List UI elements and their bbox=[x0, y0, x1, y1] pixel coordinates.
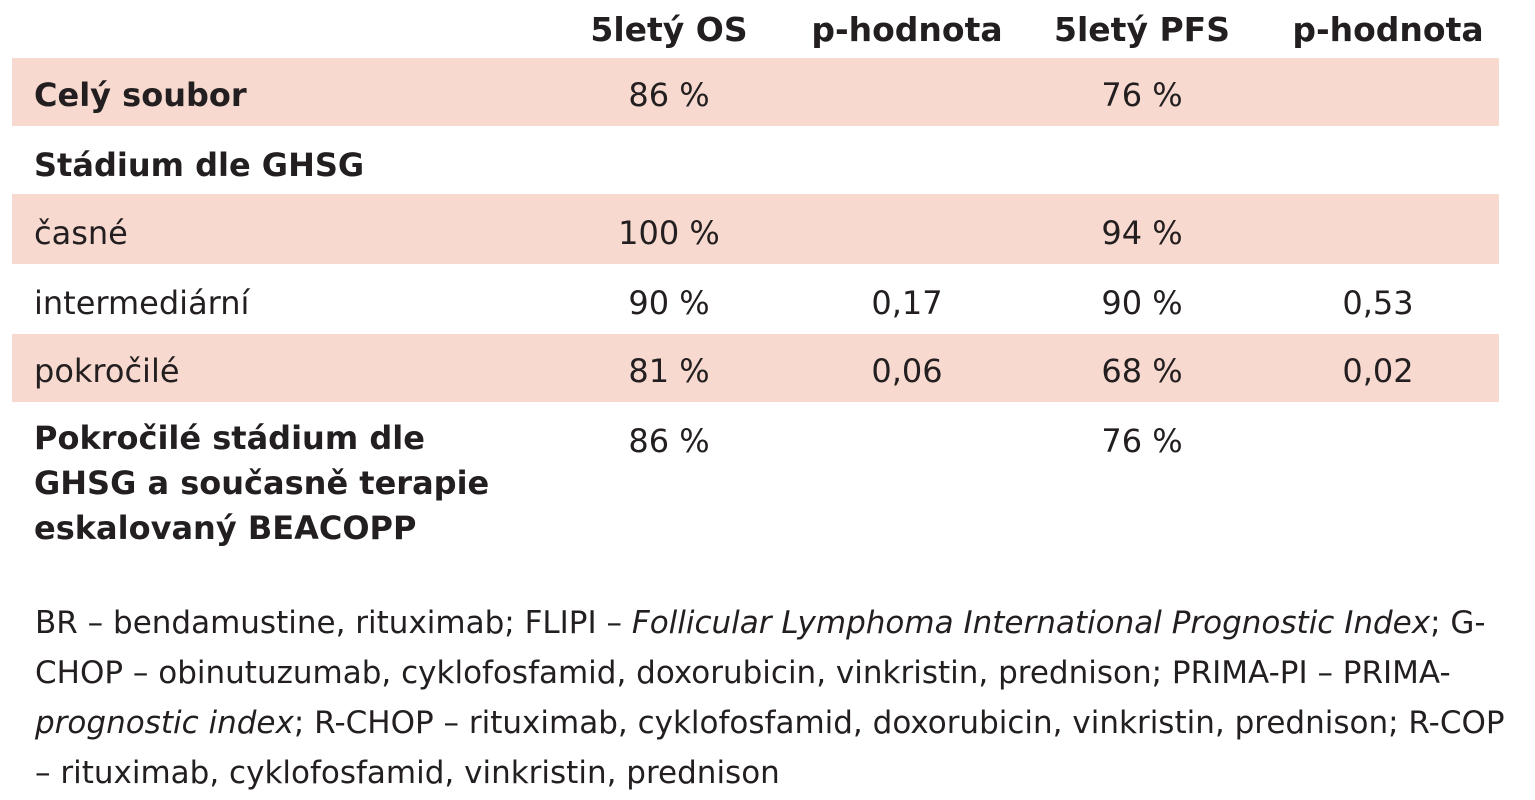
row-label: intermediární bbox=[34, 284, 250, 322]
footnote-italic-text: prognostic index bbox=[35, 705, 294, 741]
row-label: časné bbox=[34, 214, 128, 252]
cell-p-os: 0,06 bbox=[871, 352, 943, 390]
table-row: pokročilé 81 % 0,06 68 % 0,02 bbox=[12, 334, 1499, 402]
cell-pfs: 94 % bbox=[1101, 214, 1183, 252]
cell-p-pfs: 0,02 bbox=[1342, 352, 1414, 390]
cell-os: 86 % bbox=[628, 422, 710, 460]
cell-os: 100 % bbox=[618, 214, 720, 252]
footnote-italic-text: Follicular Lymphoma International Progno… bbox=[631, 605, 1431, 641]
table-row: Pokročilé stádium dle GHSG a současně te… bbox=[12, 402, 1499, 562]
footnote-text: ; G-CHOP – obinutuzumab, cyklofosfamid, … bbox=[35, 605, 1486, 691]
row-label: Celý soubor bbox=[34, 76, 247, 114]
cell-os: 86 % bbox=[628, 76, 710, 114]
table-row: intermediární 90 % 0,17 90 % 0,53 bbox=[12, 264, 1499, 334]
cell-pfs: 76 % bbox=[1101, 422, 1183, 460]
table-header-row: 5letý OS p-hodnota 5letý PFS p-hodnota bbox=[12, 0, 1499, 58]
header-p-value-pfs: p-hodnota bbox=[1292, 10, 1484, 49]
header-5y-os: 5letý OS bbox=[590, 10, 748, 49]
row-label: pokročilé bbox=[34, 352, 180, 390]
table-footnote: BR – bendamustine, rituximab; FLIPI – Fo… bbox=[35, 598, 1505, 798]
table-row: časné 100 % 94 % bbox=[12, 194, 1499, 264]
header-5y-pfs: 5letý PFS bbox=[1054, 10, 1230, 49]
footnote-text: ; R-CHOP – rituximab, cyklofosfamid, dox… bbox=[35, 705, 1505, 791]
row-label: Stádium dle GHSG bbox=[34, 146, 365, 184]
cell-pfs: 90 % bbox=[1101, 284, 1183, 322]
header-p-value-os: p-hodnota bbox=[811, 10, 1003, 49]
cell-os: 90 % bbox=[628, 284, 710, 322]
cell-os: 81 % bbox=[628, 352, 710, 390]
footnote-text: BR – bendamustine, rituximab; FLIPI – bbox=[35, 605, 632, 641]
cell-p-os: 0,17 bbox=[871, 284, 943, 322]
row-label: Pokročilé stádium dle GHSG a současně te… bbox=[34, 419, 490, 547]
table-row: Celý soubor 86 % 76 % bbox=[12, 58, 1499, 126]
cell-pfs: 68 % bbox=[1101, 352, 1183, 390]
cell-pfs: 76 % bbox=[1101, 76, 1183, 114]
table-row: Stádium dle GHSG bbox=[12, 126, 1499, 194]
cell-p-pfs: 0,53 bbox=[1342, 284, 1414, 322]
